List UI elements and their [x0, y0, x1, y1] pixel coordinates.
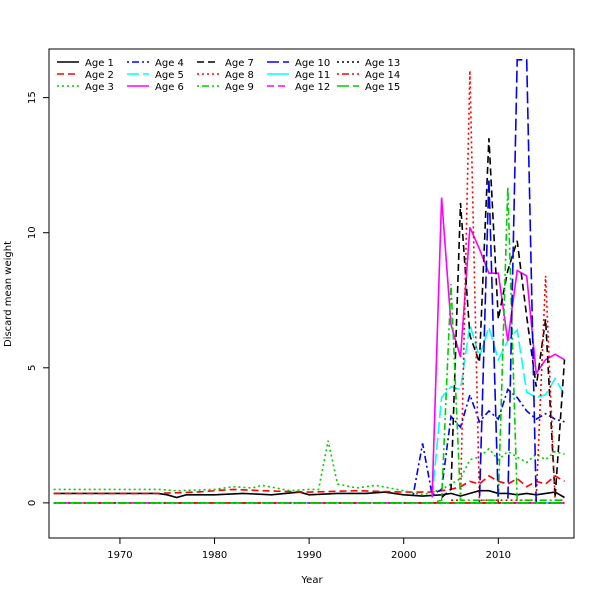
legend-label: Age 2 — [85, 70, 114, 81]
legend-label: Age 3 — [85, 82, 114, 93]
y-tick-label: 5 — [27, 365, 38, 371]
series-line-age-4 — [412, 388, 565, 497]
series-line-age-7 — [441, 138, 566, 499]
series-line-age-8 — [451, 70, 565, 502]
legend-label: Age 10 — [295, 58, 330, 69]
x-tick-label: 1970 — [107, 550, 132, 561]
y-tick-label: 0 — [27, 500, 38, 506]
series-line-age-5 — [431, 324, 566, 498]
y-axis: 0 5 10 15 — [27, 91, 49, 506]
x-tick-label: 2000 — [391, 550, 416, 561]
x-axis: 1970 1980 1990 2000 2010 — [107, 538, 511, 561]
legend-label: Age 7 — [225, 58, 254, 69]
legend-label: Age 8 — [225, 70, 254, 81]
legend-label: Age 9 — [225, 82, 254, 93]
legend-label: Age 15 — [365, 82, 400, 93]
series-line-age-10 — [469, 58, 565, 504]
x-tick-label: 2010 — [486, 550, 511, 561]
plot-lines — [53, 58, 566, 504]
legend-label: Age 13 — [365, 58, 400, 69]
legend-label: Age 14 — [365, 70, 400, 81]
series-line-age-3 — [53, 440, 565, 496]
plot-frame — [48, 48, 575, 539]
legend-label: Age 11 — [295, 70, 330, 81]
legend-label: Age 4 — [155, 58, 184, 69]
x-tick-label: 1990 — [296, 550, 321, 561]
legend-label: Age 6 — [155, 82, 184, 93]
y-tick-label: 15 — [27, 91, 38, 104]
legend-label: Age 1 — [85, 58, 114, 69]
y-tick-label: 10 — [27, 226, 38, 239]
legend-label: Age 12 — [295, 82, 330, 93]
x-tick-label: 1980 — [202, 550, 227, 561]
series-line-age-9 — [431, 186, 565, 504]
x-axis-label: Year — [300, 575, 323, 586]
legend-label: Age 5 — [155, 70, 184, 81]
y-axis-label: Discard mean weight — [3, 241, 14, 347]
